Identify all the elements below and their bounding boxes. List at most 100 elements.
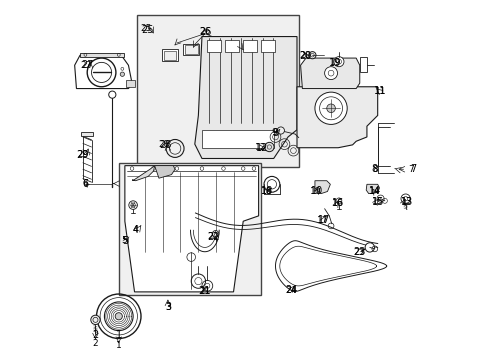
- Text: 21: 21: [198, 286, 211, 296]
- Text: 24: 24: [286, 285, 298, 296]
- Text: 5: 5: [121, 236, 126, 245]
- Polygon shape: [80, 53, 124, 57]
- Text: 13: 13: [401, 197, 413, 207]
- Circle shape: [120, 72, 124, 76]
- Polygon shape: [155, 166, 175, 178]
- Text: 28: 28: [159, 140, 171, 150]
- Circle shape: [265, 142, 274, 152]
- Text: 21: 21: [199, 287, 211, 296]
- Text: 2: 2: [92, 330, 98, 340]
- Text: 27: 27: [81, 62, 92, 71]
- Bar: [225, 40, 239, 51]
- Circle shape: [377, 195, 384, 202]
- Polygon shape: [366, 184, 379, 194]
- Text: 14: 14: [369, 187, 381, 196]
- Text: 14: 14: [368, 186, 381, 197]
- Text: 7: 7: [408, 165, 414, 174]
- Polygon shape: [126, 80, 135, 87]
- Circle shape: [315, 92, 347, 125]
- Polygon shape: [297, 87, 378, 148]
- Text: 16: 16: [332, 199, 343, 208]
- Circle shape: [91, 315, 100, 324]
- Circle shape: [309, 51, 316, 59]
- Text: 11: 11: [374, 86, 387, 96]
- Polygon shape: [360, 57, 367, 72]
- Text: 25: 25: [141, 24, 152, 33]
- Circle shape: [334, 57, 344, 67]
- Bar: [137, 15, 299, 167]
- Text: 11: 11: [375, 86, 386, 95]
- Text: 7: 7: [410, 164, 416, 174]
- Text: 22: 22: [207, 232, 220, 242]
- Text: 24: 24: [285, 286, 296, 295]
- Polygon shape: [183, 44, 199, 55]
- Text: 26: 26: [199, 27, 212, 37]
- Text: 17: 17: [318, 216, 329, 225]
- Text: 8: 8: [372, 164, 378, 174]
- Text: 22: 22: [208, 232, 219, 241]
- Circle shape: [129, 201, 137, 210]
- Polygon shape: [315, 181, 330, 194]
- Polygon shape: [202, 130, 274, 148]
- Text: 5: 5: [122, 236, 128, 246]
- Text: 9: 9: [271, 128, 277, 137]
- Circle shape: [115, 313, 122, 320]
- Text: 20: 20: [299, 51, 311, 60]
- Text: 16: 16: [332, 198, 344, 208]
- Text: 6: 6: [82, 179, 89, 189]
- Polygon shape: [162, 49, 178, 61]
- Text: 3: 3: [165, 303, 171, 312]
- Polygon shape: [195, 37, 297, 158]
- Polygon shape: [132, 166, 155, 181]
- Text: 23: 23: [353, 248, 365, 257]
- Polygon shape: [239, 49, 251, 57]
- Bar: [81, 132, 93, 135]
- Text: 15: 15: [371, 197, 384, 207]
- Text: 29: 29: [77, 150, 89, 159]
- Text: 20: 20: [299, 51, 312, 61]
- Text: 4: 4: [133, 225, 139, 235]
- Polygon shape: [300, 58, 360, 89]
- Polygon shape: [125, 166, 259, 292]
- Circle shape: [277, 127, 285, 134]
- Text: 4: 4: [133, 225, 139, 234]
- Text: 8: 8: [372, 165, 378, 174]
- Bar: [261, 40, 275, 51]
- Text: 6: 6: [82, 179, 88, 188]
- Text: 12: 12: [255, 143, 267, 152]
- Text: 27: 27: [81, 60, 94, 70]
- Circle shape: [336, 198, 342, 204]
- Text: 10: 10: [310, 187, 322, 196]
- Text: 25: 25: [141, 25, 154, 35]
- Text: 9: 9: [272, 129, 278, 138]
- Text: 18: 18: [261, 186, 273, 197]
- Text: 28: 28: [159, 140, 170, 149]
- Text: 29: 29: [77, 150, 89, 160]
- Polygon shape: [185, 45, 197, 54]
- Circle shape: [327, 104, 335, 113]
- Text: 1: 1: [116, 330, 122, 340]
- Text: 19: 19: [328, 58, 341, 68]
- Text: 12: 12: [256, 143, 269, 153]
- Text: 2: 2: [93, 339, 98, 348]
- Text: 1: 1: [116, 341, 122, 350]
- Text: 19: 19: [330, 58, 341, 67]
- Circle shape: [365, 243, 374, 252]
- Polygon shape: [237, 47, 253, 59]
- Text: 26: 26: [199, 27, 211, 36]
- Text: 18: 18: [261, 187, 272, 196]
- Text: 15: 15: [372, 197, 384, 206]
- Circle shape: [264, 176, 280, 192]
- Bar: [243, 40, 257, 51]
- Circle shape: [324, 67, 338, 80]
- Circle shape: [212, 230, 219, 237]
- Text: 23: 23: [354, 247, 366, 257]
- Bar: [119, 163, 261, 296]
- Polygon shape: [164, 51, 176, 59]
- Text: 3: 3: [165, 302, 171, 312]
- Polygon shape: [74, 55, 132, 89]
- Text: 13: 13: [401, 197, 413, 206]
- Text: 17: 17: [318, 215, 330, 225]
- Text: 10: 10: [311, 186, 323, 197]
- Circle shape: [401, 194, 410, 203]
